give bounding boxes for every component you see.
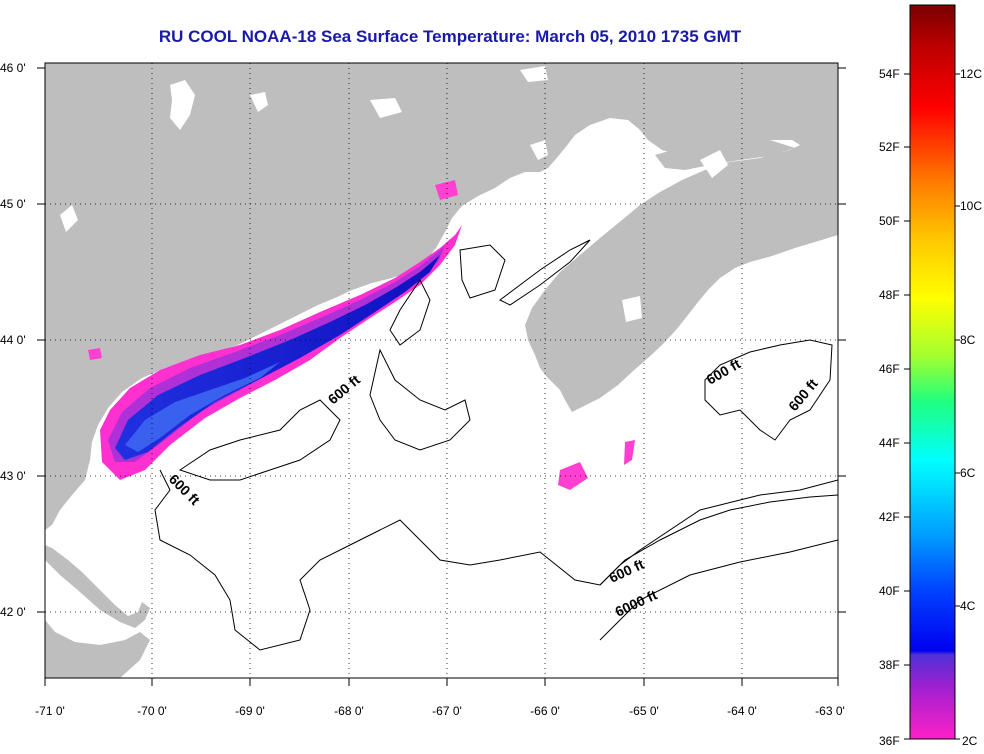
- colorbar-f-label: 38F: [879, 658, 900, 672]
- lon-tick-label: -63 0': [815, 704, 845, 718]
- colorbar-f-label: 54F: [879, 67, 900, 81]
- colorbar-ticks: [904, 73, 960, 740]
- island-land: [655, 140, 795, 170]
- lat-tick-label: 42 0': [0, 605, 26, 619]
- axis-ticks: [37, 67, 846, 686]
- land-masses: [45, 63, 838, 678]
- lon-tick-label: -69 0': [235, 704, 265, 718]
- colorbar-f-label: 44F: [879, 436, 900, 450]
- colorbar-c-label: 10C: [960, 199, 982, 213]
- cape-breton-land: [760, 185, 838, 240]
- lon-tick-label: -65 0': [629, 704, 659, 718]
- lat-tick-label: 45 0': [0, 197, 26, 211]
- lon-tick-label: -70 0': [137, 704, 167, 718]
- contour-600ft-ns: [704, 339, 833, 441]
- lat-tick-label: 46 0': [0, 61, 26, 75]
- colorbar-f-label: 50F: [879, 214, 900, 228]
- colorbar-c-label: 2C: [962, 734, 978, 748]
- colorbar-c-label: 6C: [960, 466, 976, 480]
- lat-lon-grid: [45, 63, 838, 678]
- colorbar: [909, 4, 956, 740]
- colorbar-c-label: 4C: [960, 599, 976, 613]
- contour-600ft-basin: [178, 399, 341, 481]
- contour-6000ft: [599, 539, 838, 641]
- colorbar-c-label: 8C: [960, 333, 976, 347]
- contour-600ft-shelf: [599, 494, 838, 586]
- cape-cod-land: [45, 545, 150, 678]
- bathymetry-contours: [154, 239, 838, 651]
- colorbar-f-label: 52F: [879, 140, 900, 154]
- sst-data: [88, 180, 635, 490]
- lon-tick-label: -64 0': [727, 704, 757, 718]
- lat-tick-label: 43 0': [0, 469, 26, 483]
- lon-tick-label: -67 0': [432, 704, 462, 718]
- colorbar-f-label: 40F: [879, 584, 900, 598]
- colorbar-f-label: 46F: [879, 362, 900, 376]
- contour-600ft-gom: [154, 469, 838, 651]
- colorbar-c-label: 12C: [960, 67, 982, 81]
- colorbar-f-label: 36F: [879, 734, 900, 748]
- lon-tick-label: -68 0': [334, 704, 364, 718]
- colorbar-f-label: 42F: [879, 510, 900, 524]
- map-title: RU COOL NOAA-18 Sea Surface Temperature:…: [158, 27, 742, 46]
- lon-tick-label: -71 0': [35, 704, 65, 718]
- lon-tick-label: -66 0': [530, 704, 560, 718]
- mainland-land: [45, 63, 838, 530]
- map-frame: [44, 62, 839, 679]
- lat-tick-label: 44 0': [0, 333, 26, 347]
- colorbar-f-label: 48F: [879, 288, 900, 302]
